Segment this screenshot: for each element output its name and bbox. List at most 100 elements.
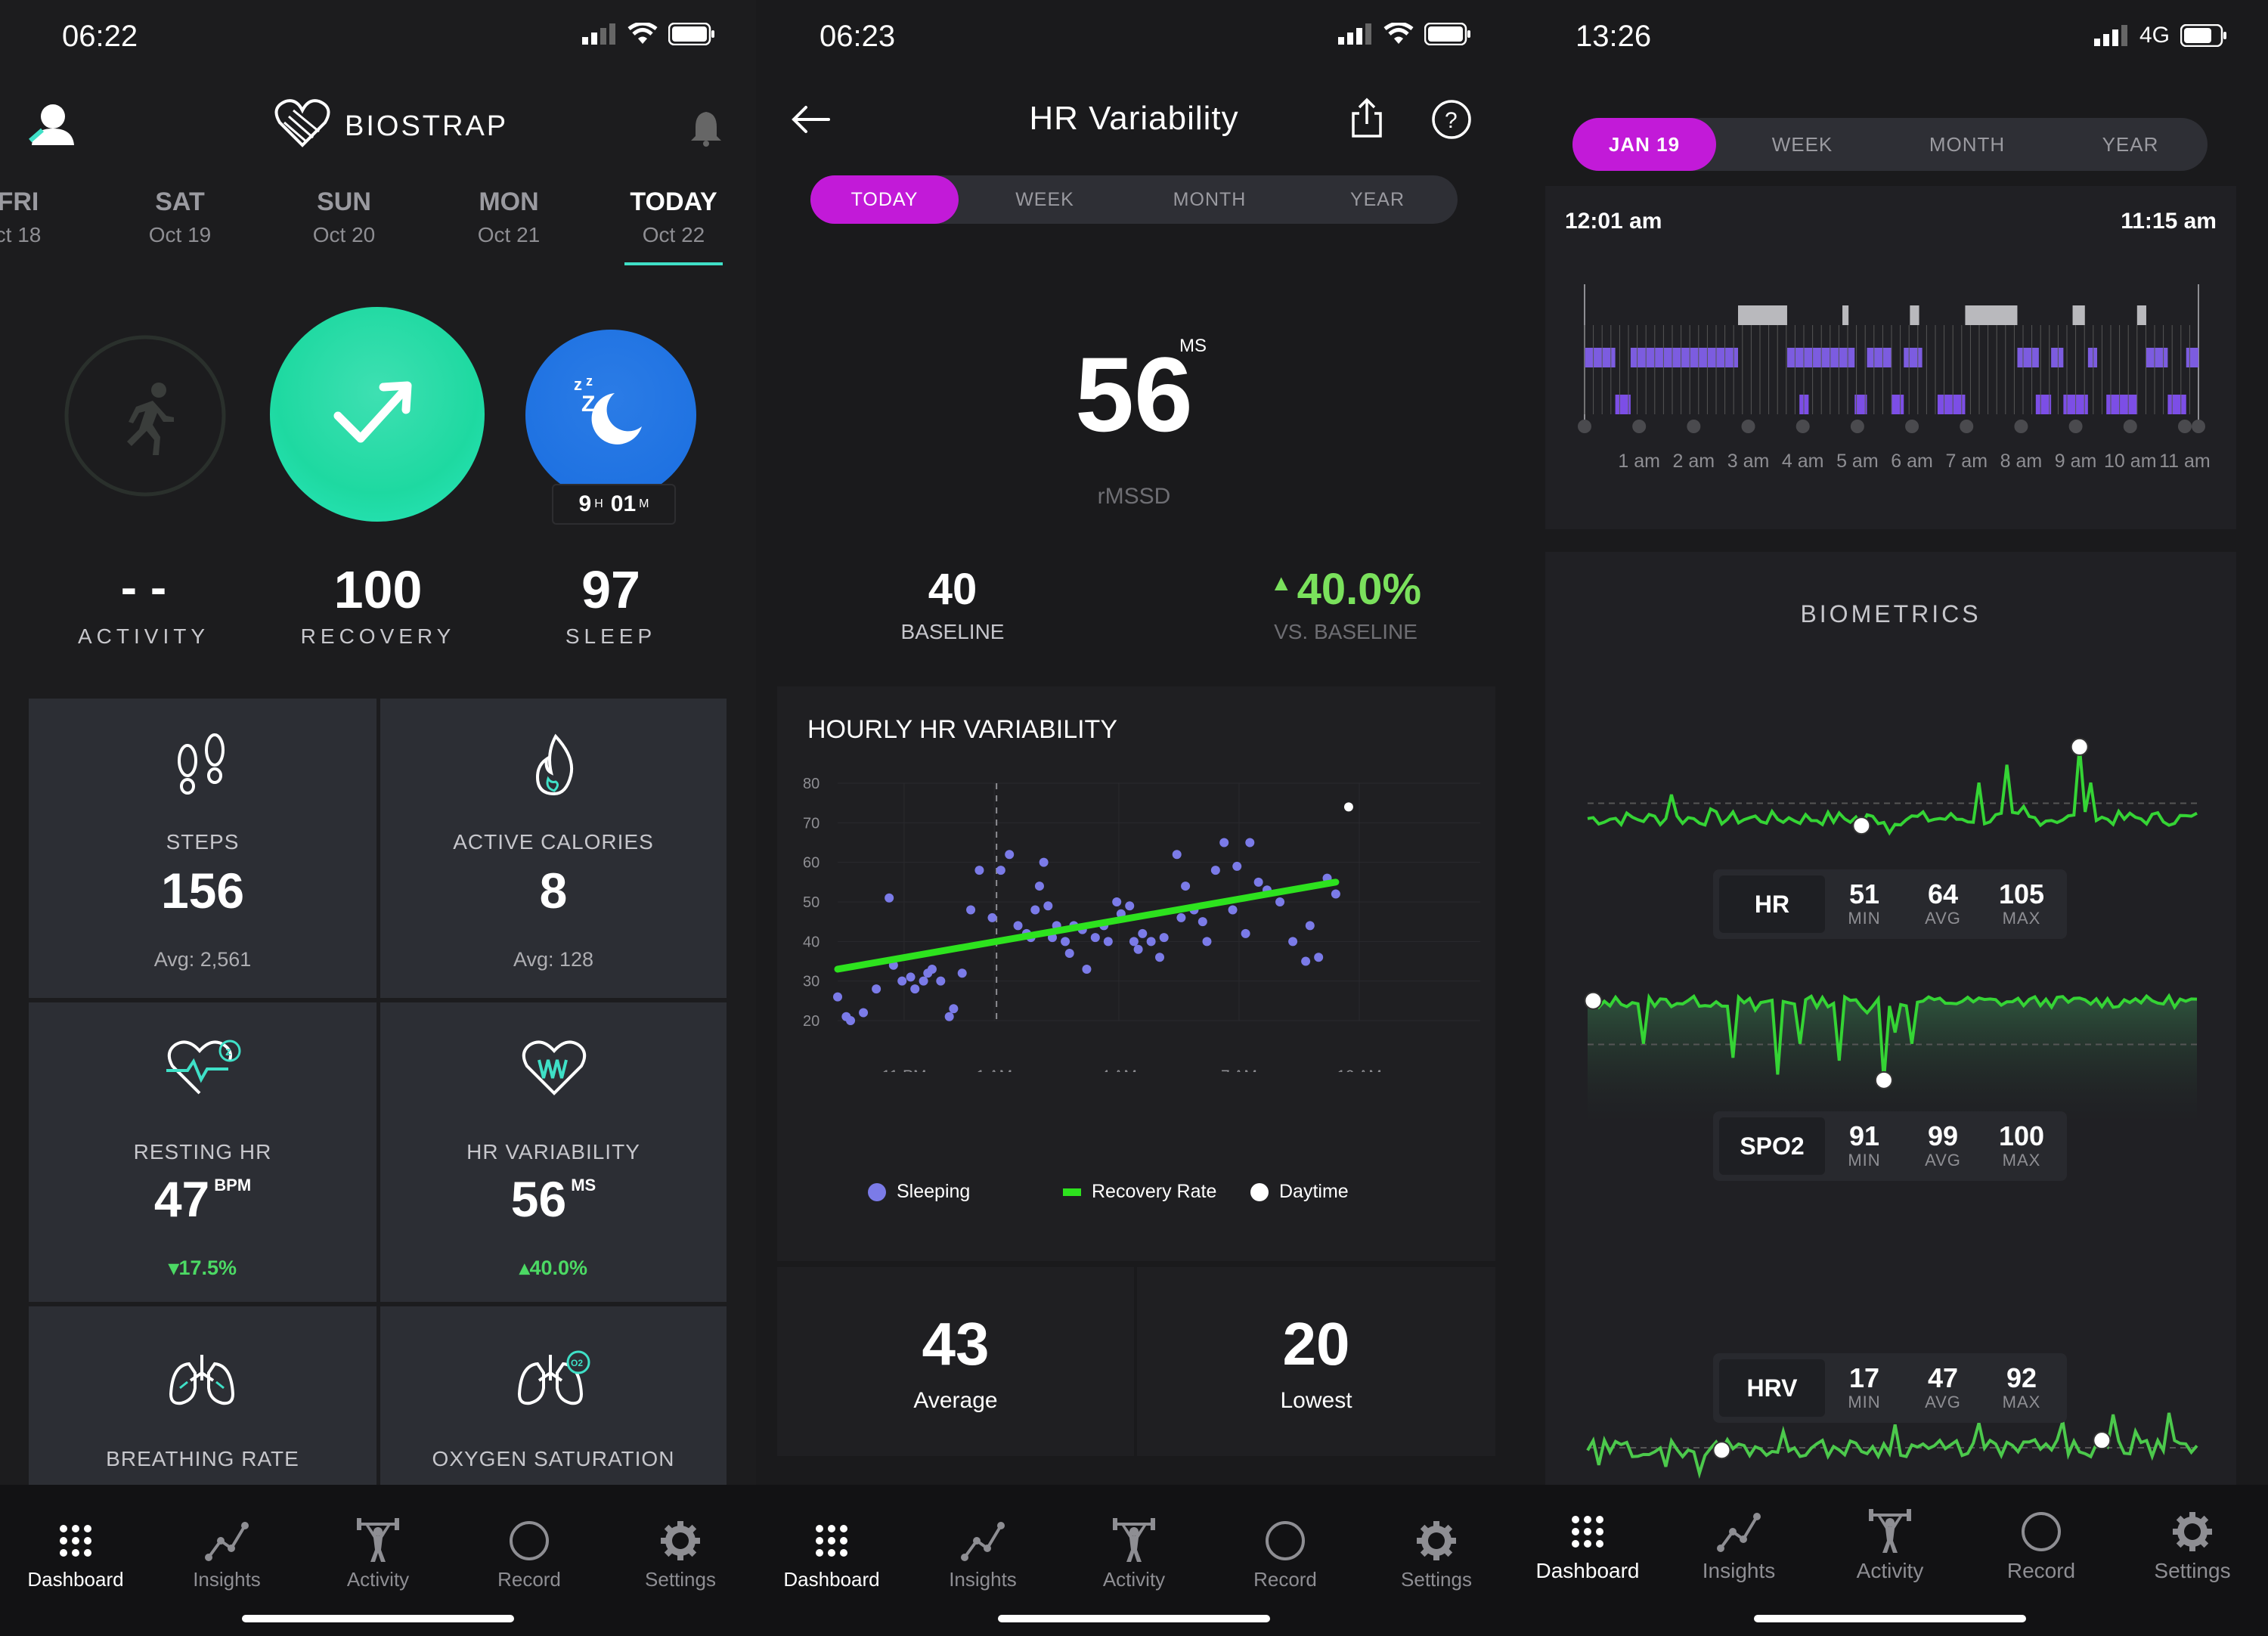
tab-settings[interactable]: Settings [1361,1515,1512,1591]
hr-marker [1852,816,1871,835]
tab-insights[interactable]: Insights [1663,1506,1814,1583]
sleep-hours: 9 [578,491,592,516]
sleeping-point [1061,937,1070,947]
signal-icon [2094,25,2127,46]
hr-variability-tile[interactable]: HR VARIABILITY 56 MS ▴40.0% [380,1002,727,1302]
bell-icon[interactable] [689,109,723,147]
tab-dashboard[interactable]: Dashboard [0,1515,151,1591]
sleep-stage-light [1867,348,1892,367]
tile-value: 156 [160,863,245,919]
tab-bar: Dashboard Insights Activity Record Setti… [1512,1485,2268,1636]
stat-value: 43 [922,1310,990,1377]
segment-month[interactable]: MONTH [1929,132,2006,156]
sleep-stage-light [2051,348,2064,367]
tab-insights[interactable]: Insights [151,1515,302,1591]
time-dot [2068,420,2083,433]
lungs-o2-icon: O2 [517,1350,590,1405]
home-indicator [242,1615,514,1622]
tile-value: 47 [153,1171,210,1227]
time-label: 11 am [2159,451,2211,472]
tab-record[interactable]: Record [454,1515,605,1591]
time-label: 3 am [1727,451,1770,472]
tab-dashboard[interactable]: Dashboard [1512,1506,1663,1583]
y-tick-label: 50 [803,894,820,911]
day-sun[interactable]: SUN Oct 20 [299,187,389,247]
segment-week[interactable]: WEEK [1771,132,1833,156]
svg-text:O2: O2 [571,1358,583,1368]
back-arrow-icon[interactable] [789,104,832,135]
segment-today[interactable]: TODAY [810,175,959,224]
y-tick-label: 30 [803,974,820,990]
tab-activity[interactable]: Activity [1058,1515,1210,1591]
section-title: BIOMETRICS [1800,600,1981,627]
y-tick-label: 40 [803,934,820,950]
segment-year[interactable]: YEAR [2102,132,2159,156]
sleeping-point [1228,905,1238,915]
baseline-value: 40 [928,565,978,614]
time-dot [1960,420,1974,433]
tile-label: STEPS [166,830,240,854]
tab-record[interactable]: Record [1210,1515,1361,1591]
recovery-rate-line [834,878,1340,973]
day-sat[interactable]: SAT Oct 19 [135,187,225,247]
active-calories-tile[interactable]: ACTIVE CALORIES 8 Avg: 128 [380,699,727,998]
sleeping-point [1129,937,1139,947]
svg-text:z: z [225,1046,231,1058]
tab-settings[interactable]: Settings [2117,1506,2268,1583]
help-icon[interactable]: ? [1430,98,1473,141]
sleep-stage-deep [1892,395,1904,414]
tab-record[interactable]: Record [1966,1506,2117,1583]
segment-month[interactable]: MONTH [1173,188,1247,210]
sleep-ring[interactable]: z z Z [525,330,696,500]
weightlifter-icon [1113,1518,1155,1562]
activity-ring[interactable] [64,334,227,497]
sleep-stage-deep [1615,395,1631,414]
record-icon [1266,1521,1305,1560]
vs-baseline-number: 40.0% [1297,565,1422,614]
hr-variability-screen: 06:23 HR Variability ? TODAY WEEK MONTH … [756,0,1512,1636]
recovery-ring[interactable] [270,307,485,522]
tile-delta: ▴40.0% [519,1256,588,1279]
profile-icon[interactable] [27,100,76,147]
x-tick-label: 1 AM [976,1067,1012,1072]
tile-unit: MS [571,1176,596,1194]
segment-week[interactable]: WEEK [1015,188,1074,210]
sleep-stage-chart: 1 am 2 am 3 am 4 am 5 am 6 am 7 am 8 am 9 am 10 a… [1578,284,2211,472]
sleeping-point [1275,897,1285,906]
tab-settings[interactable]: Settings [605,1515,756,1591]
sleeping-point [1241,928,1250,938]
segment-jan-19[interactable]: JAN 19 [1572,118,1716,171]
sleeping-point [1030,905,1040,915]
lowest-stat: 20 Lowest [1137,1267,1495,1456]
flame-icon [535,733,573,796]
share-icon[interactable] [1349,97,1385,139]
sleeping-point [1125,901,1135,911]
tab-dashboard[interactable]: Dashboard [756,1515,907,1591]
sleep-stage-awake [1965,305,2018,325]
hrv-scatter-chart: 80 70 60 50 40 30 20 11 PM 1 AM 4 AM 7 AM 10 AM [803,776,1480,1072]
record-icon [2022,1512,2061,1551]
segment-year[interactable]: YEAR [1349,188,1405,210]
activity-label: ACTIVITY [77,624,209,648]
time-dot [1578,420,1591,433]
tile-label: OXYGEN SATURATION [432,1447,675,1470]
status-time: 13:26 [1576,20,1652,53]
steps-tile[interactable]: STEPS 156 Avg: 2,561 [29,699,376,998]
spo2-area [1588,996,2197,1134]
tile-label: ACTIVE CALORIES [453,830,654,854]
rmssd-unit: MS [1179,336,1207,356]
day-fri[interactable]: FRI ct 18 [0,187,56,247]
tab-insights[interactable]: Insights [907,1515,1058,1591]
vs-baseline-value: ▲ 40.0% [1225,564,1467,615]
insights-icon [961,1522,1005,1561]
sleeping-point [1138,928,1148,938]
time-dot [1796,420,1810,433]
spo2-min: 91 MIN [1848,1120,1881,1170]
sleeping-point [1198,917,1207,927]
tab-activity[interactable]: Activity [302,1515,454,1591]
resting-hr-tile[interactable]: z RESTING HR 47 BPM ▾17.5% [29,1002,376,1302]
time-label: 5 am [1836,451,1879,472]
tab-activity[interactable]: Activity [1814,1506,1966,1583]
day-today[interactable]: TODAY Oct 22 [624,187,723,265]
day-mon[interactable]: MON Oct 21 [463,187,554,247]
